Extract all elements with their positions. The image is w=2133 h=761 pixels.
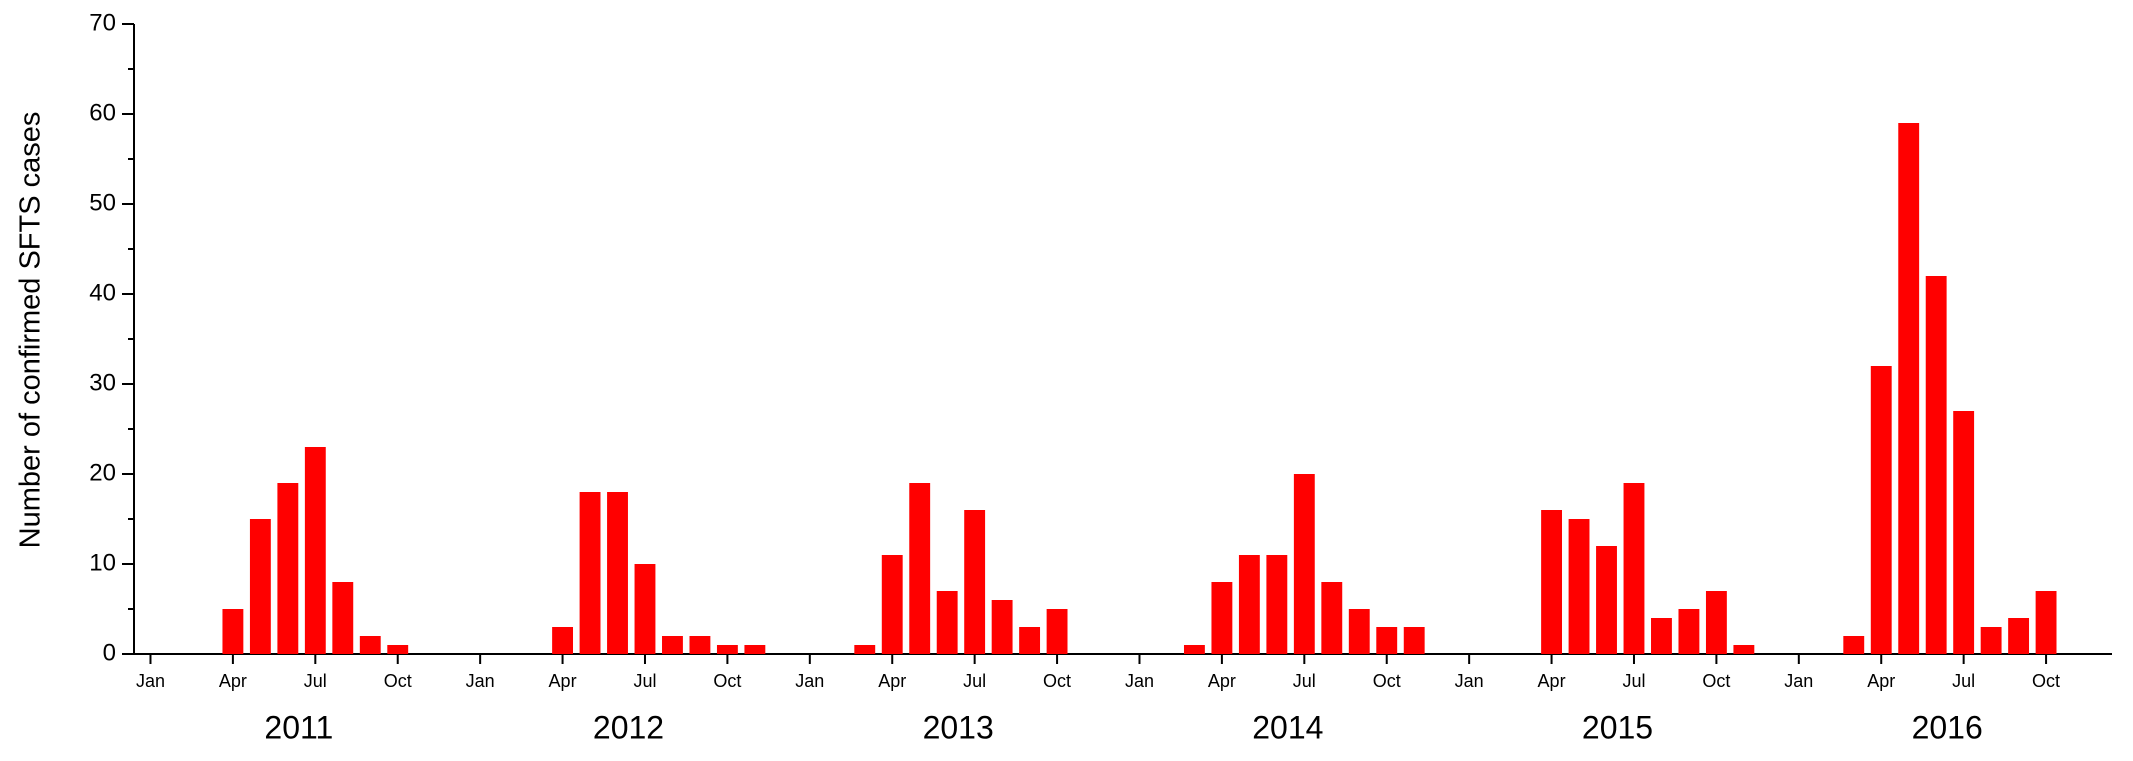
bar [689,636,711,654]
year-label: 2012 [593,709,664,745]
bar [1293,474,1315,654]
bar [1238,555,1260,654]
year-label: 2015 [1582,709,1653,745]
bar [2008,618,2030,654]
bar [1568,519,1590,654]
bar [1541,510,1563,654]
x-tick-label: Apr [878,671,906,691]
x-tick-label: Oct [1043,671,1071,691]
y-tick-label: 70 [89,9,116,36]
y-tick-label: 0 [103,639,116,666]
x-tick-label: Apr [1538,671,1566,691]
x-tick-label: Jan [795,671,824,691]
bar [277,483,299,654]
year-label: 2016 [1912,709,1983,745]
x-tick-label: Oct [713,671,741,691]
bar [1046,609,1068,654]
bar [1266,555,1288,654]
x-tick-label: Jan [466,671,495,691]
x-tick-label: Jan [1455,671,1484,691]
bar [991,600,1013,654]
bar [1596,546,1617,654]
year-label: 2013 [923,709,994,745]
bar [1898,123,1920,654]
x-tick-label: Oct [2032,671,2060,691]
y-tick-label: 20 [89,459,116,486]
bar [249,519,271,654]
bar [1870,366,1892,654]
x-tick-label: Apr [219,671,247,691]
bar [1321,582,1343,654]
bar [1019,627,1041,654]
bar [1733,645,1755,654]
bar [936,591,958,654]
bar [1183,645,1205,654]
x-tick-label: Oct [1373,671,1401,691]
bar [1651,618,1672,654]
bar [716,645,738,654]
y-tick-label: 60 [89,99,116,126]
bar [1980,627,2002,654]
bar [1953,411,1975,654]
bar [1403,627,1425,654]
y-tick-label: 40 [89,279,116,306]
x-tick-label: Apr [549,671,577,691]
bar [222,609,244,654]
bar [1623,483,1645,654]
y-tick-label: 10 [89,549,116,576]
year-label: 2014 [1252,709,1323,745]
bar [662,636,683,654]
bar [1211,582,1233,654]
bar [359,636,381,654]
x-tick-label: Apr [1208,671,1236,691]
bar [881,555,903,654]
x-tick-label: Oct [384,671,412,691]
x-tick-label: Jan [1784,671,1813,691]
x-tick-label: Oct [1702,671,1730,691]
bar [1843,636,1865,654]
x-tick-label: Jul [304,671,327,691]
bar [1705,591,1727,654]
bar [552,627,574,654]
bar [579,492,601,654]
bar [744,645,766,654]
y-axis-label: Number of confirmed SFTS cases [15,112,47,549]
x-tick-label: Jan [1125,671,1154,691]
x-tick-label: Jul [1293,671,1316,691]
bar [304,447,326,654]
x-tick-label: Jul [633,671,656,691]
bar [854,645,876,654]
year-label: 2011 [264,709,333,745]
x-tick-label: Jul [1952,671,1975,691]
x-tick-label: Jan [136,671,165,691]
x-tick-label: Apr [1867,671,1895,691]
bar [387,645,409,654]
bar [1376,627,1398,654]
bar [2035,591,2057,654]
bar [1348,609,1370,654]
bar [964,510,986,654]
y-tick-label: 30 [89,369,116,396]
bar [332,582,354,654]
bar [909,483,931,654]
x-tick-label: Jul [963,671,986,691]
y-tick-label: 50 [89,189,116,216]
bar [1925,276,1947,654]
x-tick-label: Jul [1622,671,1645,691]
bar [607,492,628,654]
bar [634,564,656,654]
bar [1678,609,1700,654]
